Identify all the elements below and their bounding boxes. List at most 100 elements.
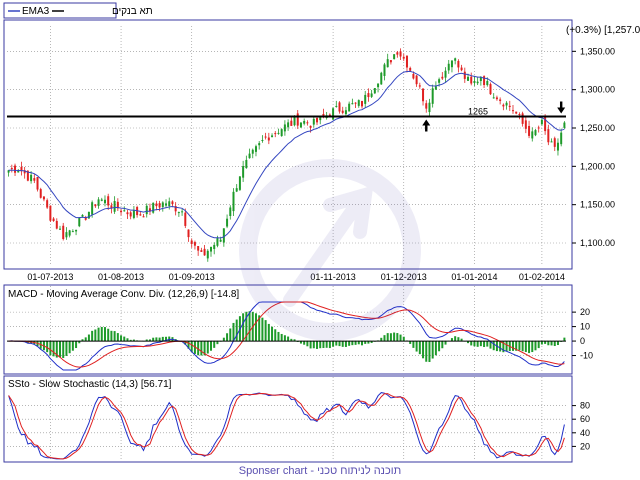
macd-histogram-bar — [486, 341, 489, 347]
candle — [226, 214, 229, 229]
macd-histogram-bar — [338, 341, 341, 347]
candle — [145, 203, 148, 218]
candle — [30, 171, 33, 184]
candle — [100, 197, 103, 202]
macd-histogram-bar — [103, 327, 106, 342]
price-x-label: 01-01-2014 — [451, 272, 497, 282]
candle-body — [258, 143, 261, 146]
candle-body — [454, 58, 457, 61]
macd-histogram-bar — [418, 341, 421, 355]
candle — [306, 120, 309, 126]
candle-body — [271, 135, 274, 138]
candle — [511, 105, 514, 114]
candle — [351, 98, 354, 105]
stochastic-panel-frame — [3, 375, 573, 463]
macd-histogram-bar — [380, 337, 383, 342]
candle-body — [483, 76, 486, 86]
candle-body — [428, 102, 431, 113]
macd-histogram-bar — [81, 339, 84, 342]
candle-body — [33, 178, 36, 181]
macd-histogram-bar — [492, 341, 495, 351]
macd-histogram-bar — [120, 335, 123, 342]
stochastic-title: SSto - Slow Stochastic (14,3) [56.71] — [8, 379, 172, 390]
candle — [367, 88, 370, 102]
candle — [264, 132, 267, 140]
macd-histogram-bar — [91, 330, 94, 342]
candle-body — [129, 212, 132, 217]
macd-histogram-bar — [415, 341, 418, 352]
macd-histogram-bar — [312, 341, 315, 349]
macd-histogram-bar — [200, 341, 203, 356]
candle — [338, 101, 341, 114]
candle-body — [290, 120, 293, 126]
candle — [454, 57, 457, 65]
candle-body — [139, 214, 142, 216]
macd-histogram-bar — [158, 337, 161, 342]
macd-histogram-bar — [399, 334, 402, 342]
candle — [547, 124, 550, 146]
macd-histogram-bar — [274, 329, 277, 342]
candle — [450, 60, 453, 73]
candle-body — [232, 191, 235, 212]
candle — [71, 229, 74, 233]
macd-histogram-bar — [306, 341, 309, 347]
candle — [505, 101, 508, 110]
macd-histogram-bar — [499, 341, 502, 352]
candle — [483, 75, 486, 89]
macd-histogram-bar — [563, 337, 566, 342]
macd-histogram-bar — [94, 329, 97, 342]
macd-histogram-bar — [264, 320, 267, 342]
candle-body — [274, 133, 277, 135]
candle — [283, 120, 286, 136]
candle — [348, 101, 351, 112]
candle-body — [59, 228, 62, 230]
candle-body — [489, 84, 492, 95]
candle-body — [389, 60, 392, 63]
candle-body — [17, 170, 20, 173]
macd-histogram-bar — [78, 341, 81, 344]
candle-body — [534, 130, 537, 136]
macd-histogram-bar — [550, 341, 553, 346]
candle-body — [181, 211, 184, 213]
candle-body — [197, 245, 200, 251]
candle-body — [245, 159, 248, 169]
price-y-label: 1,100.00 — [580, 238, 615, 248]
candle — [20, 161, 23, 176]
price-y-label: 1,250.00 — [580, 123, 615, 133]
macd-histogram-bar — [328, 341, 331, 349]
macd-y-label: 0 — [580, 336, 585, 346]
candle — [405, 55, 408, 73]
macd-histogram-bar — [344, 341, 347, 347]
candle — [113, 196, 116, 214]
macd-histogram-bar — [229, 328, 232, 342]
macd-histogram-bar — [444, 341, 447, 345]
macd-histogram-bar — [383, 335, 386, 342]
candle — [87, 211, 90, 219]
macd-histogram-bar — [476, 341, 479, 347]
candle — [197, 245, 200, 256]
candle-body — [206, 250, 209, 259]
candle-body — [120, 210, 123, 213]
candle-body — [470, 76, 473, 84]
candle-body — [296, 113, 299, 126]
macd-histogram-bar — [534, 341, 537, 351]
candle-body — [100, 199, 103, 201]
candle — [389, 60, 392, 65]
candle-body — [26, 170, 29, 181]
candle — [508, 100, 511, 111]
candle — [242, 160, 245, 182]
stochastic-y-label: 80 — [580, 401, 590, 411]
macd-y-label: -10 — [580, 351, 593, 361]
candle-body — [71, 231, 74, 233]
macd-histogram-bar — [187, 341, 190, 349]
macd-histogram-bar — [254, 313, 257, 342]
macd-histogram-bar — [556, 341, 559, 346]
candle-body — [184, 212, 187, 226]
macd-histogram-bar — [348, 341, 351, 346]
macd-histogram-bar — [335, 341, 338, 346]
candle-body — [229, 207, 232, 217]
macd-histogram-bar — [454, 336, 457, 342]
candle — [563, 121, 566, 129]
candle — [165, 199, 168, 208]
candle — [560, 128, 563, 147]
